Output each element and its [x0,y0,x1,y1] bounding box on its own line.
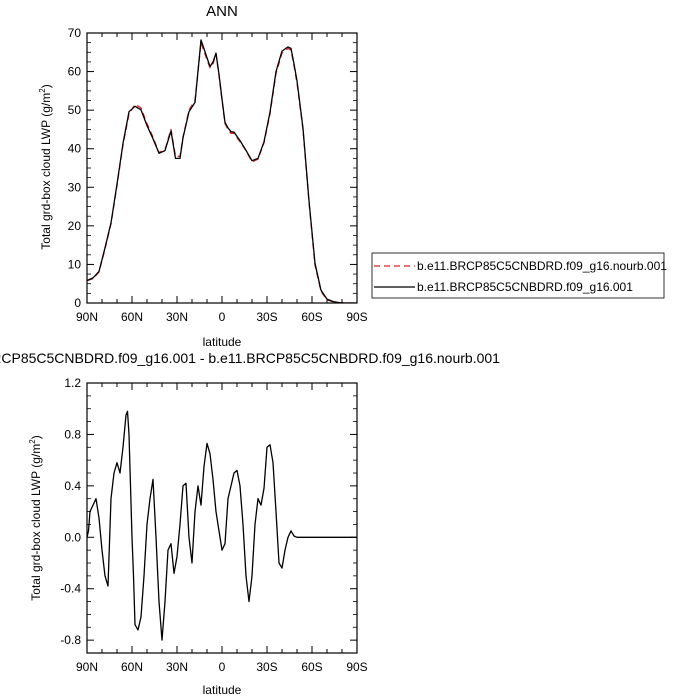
bottom-y-tick-label: 0.8 [64,427,81,441]
bottom-x-tick-label: 60N [121,660,143,674]
bottom-x-tick-label: 90N [76,660,98,674]
top-plot-area: 90N 60N 30N 0 30S 60S 90S 0 10 20 30 40 50 60 70 [68,26,368,324]
top-y-axis-label-main: Total grd-box cloud LWP (g/m [39,93,53,250]
bottom-y-tick-label: -0.4 [60,582,81,596]
top-panel: ANN 90N 60N 30N 0 30S 60S 90S 0 10 20 30 40 50 60 70 l… [38,3,667,349]
top-x-tick-label: 90N [76,310,98,324]
top-y-axis-label-close: ) [39,84,53,88]
bottom-x-tick-label: 90S [346,660,367,674]
bottom-x-tick-label: 0 [219,660,226,674]
bottom-y-axis-label-sup: 2 [28,439,37,444]
bottom-x-tick-label: 60S [301,660,322,674]
top-y-tick-label: 40 [68,142,82,156]
top-x-tick-label: 0 [219,310,226,324]
top-x-tick-label: 60S [301,310,322,324]
bottom-chart-title: b.e11.BRCP85C5CNBDRD.f09_g16.001 - b.e11… [0,350,500,366]
bottom-plot-frame [86,382,358,654]
top-x-tick-label: 30N [166,310,188,324]
top-y-tick-label: 20 [68,219,82,233]
top-y-tick-label: 50 [68,103,82,117]
top-y-tick-label: 70 [68,26,82,40]
top-x-tick-label: 90S [346,310,367,324]
bottom-plot-area: 90N 60N 30N 0 30S 60S 90S -0.8 -0.4 0.0 0.4 0.8 1.2 [60,376,367,674]
top-y-tick-label: 60 [68,65,82,79]
top-y-tick-label: 30 [68,180,82,194]
top-x-tick-label: 60N [121,310,143,324]
legend: b.e11.BRCP85C5CNBDRD.f09_g16.nourb.001 b… [371,252,667,299]
bottom-x-axis-label: latitude [203,683,242,697]
bottom-y-axis-label: Total grd-box cloud LWP (g/m2) [28,435,43,600]
bottom-panel: b.e11.BRCP85C5CNBDRD.f09_g16.001 - b.e11… [0,350,500,697]
legend-box [371,252,665,299]
bottom-x-tick-label: 30N [166,660,188,674]
bottom-y-tick-label: -0.8 [60,633,81,647]
top-chart-title: ANN [206,3,238,20]
bottom-y-tick-label: 0.0 [64,530,81,544]
top-plot-frame [86,32,358,304]
top-y-axis-label: Total grd-box cloud LWP (g/m2) [38,84,53,249]
legend-label-nourb: b.e11.BRCP85C5CNBDRD.f09_g16.nourb.001 [417,259,667,273]
top-x-axis-label: latitude [203,335,242,349]
bottom-series-line-0 [87,410,357,641]
bottom-y-axis-label-close: ) [29,435,43,439]
top-x-tick-label: 30S [256,310,277,324]
top-y-tick-label: 10 [68,257,82,271]
bottom-x-tick-label: 30S [256,660,277,674]
top-y-tick-label: 0 [74,296,81,310]
top-series-line-1 [87,39,357,303]
top-series-line-0 [87,41,357,303]
bottom-y-tick-label: 1.2 [64,376,81,390]
bottom-y-tick-label: 0.4 [64,479,81,493]
top-y-axis-label-sup: 2 [38,88,47,93]
legend-label-control: b.e11.BRCP85C5CNBDRD.f09_g16.001 [417,280,633,294]
bottom-y-axis-label-main: Total grd-box cloud LWP (g/m [29,444,43,601]
